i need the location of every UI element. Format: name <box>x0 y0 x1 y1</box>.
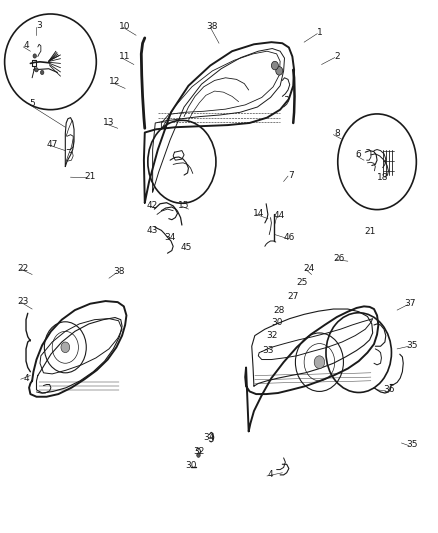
Text: 32: 32 <box>267 331 278 340</box>
Text: 21: 21 <box>85 172 96 181</box>
Text: 12: 12 <box>110 77 121 86</box>
Text: 34: 34 <box>204 433 215 442</box>
Circle shape <box>61 342 70 353</box>
Text: 30: 30 <box>185 462 196 470</box>
Text: 24: 24 <box>303 264 314 272</box>
Circle shape <box>272 61 279 70</box>
Text: 4: 4 <box>23 374 29 383</box>
Circle shape <box>276 67 283 75</box>
Text: 4: 4 <box>23 42 29 51</box>
Text: 44: 44 <box>274 212 285 221</box>
Text: 38: 38 <box>114 268 125 276</box>
Text: 21: 21 <box>364 228 375 237</box>
Text: 45: 45 <box>180 244 192 253</box>
Text: 42: 42 <box>147 201 158 210</box>
Text: 35: 35 <box>406 440 418 449</box>
Text: 32: 32 <box>193 447 204 456</box>
Text: 1: 1 <box>317 28 322 37</box>
Text: 26: 26 <box>333 254 345 263</box>
Text: 10: 10 <box>120 22 131 31</box>
Text: 34: 34 <box>164 233 176 242</box>
Circle shape <box>40 70 44 75</box>
Circle shape <box>35 68 38 72</box>
Text: 23: 23 <box>18 296 29 305</box>
Circle shape <box>33 54 36 58</box>
Text: 3: 3 <box>36 21 42 30</box>
Text: 46: 46 <box>283 233 294 242</box>
Text: 43: 43 <box>147 226 158 235</box>
Text: 30: 30 <box>271 318 283 327</box>
Circle shape <box>314 356 325 368</box>
Text: 27: 27 <box>287 292 299 301</box>
Text: 5: 5 <box>29 99 35 108</box>
Text: 36: 36 <box>384 385 395 394</box>
Text: 18: 18 <box>377 173 389 182</box>
Text: 47: 47 <box>46 140 58 149</box>
Text: 6: 6 <box>356 150 362 159</box>
Text: 38: 38 <box>207 22 218 31</box>
Text: 15: 15 <box>178 201 190 210</box>
Text: 14: 14 <box>253 209 264 218</box>
Text: 2: 2 <box>334 52 340 61</box>
Text: 33: 33 <box>262 346 274 355</box>
Text: 25: 25 <box>296 278 307 287</box>
Text: 37: 37 <box>404 299 416 308</box>
Text: 4: 4 <box>268 471 273 479</box>
Text: 13: 13 <box>103 118 115 127</box>
Text: 28: 28 <box>274 305 285 314</box>
Text: 11: 11 <box>120 52 131 61</box>
Text: 8: 8 <box>334 129 340 138</box>
Text: 7: 7 <box>288 171 294 180</box>
Text: 22: 22 <box>18 264 29 272</box>
Circle shape <box>197 453 200 457</box>
Text: 35: 35 <box>406 341 418 350</box>
